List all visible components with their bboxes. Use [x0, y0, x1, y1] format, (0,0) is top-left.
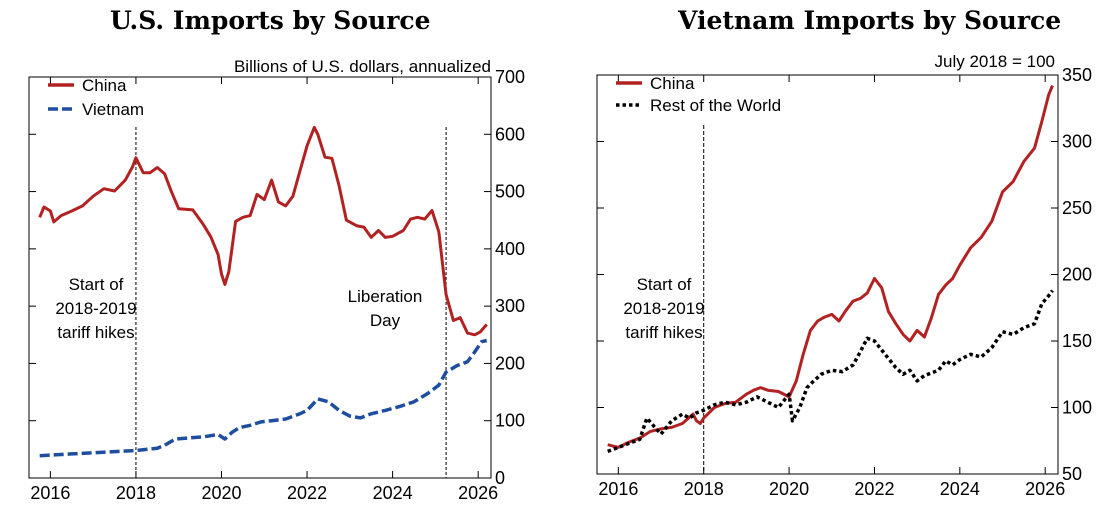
right-tariff-annotation-line: tariff hikes — [625, 323, 702, 342]
left-x-tick-label: 2018 — [116, 483, 156, 503]
right-x-tick-label: 2026 — [1025, 479, 1065, 499]
right-y-tick-label: 300 — [1062, 132, 1092, 152]
right-y-tick-label: 250 — [1062, 198, 1092, 218]
right-y-tick-label: 200 — [1062, 265, 1092, 285]
right-x-tick-label: 2022 — [854, 479, 894, 499]
right-series-china-line — [607, 85, 1054, 449]
left-x-tick-label: 2026 — [458, 483, 498, 503]
left-y-tick-label: 700 — [495, 67, 525, 87]
right-tariff-annotation-line: 2018-2019 — [623, 299, 704, 318]
right-tariff-annotation-line: Start of — [637, 275, 692, 294]
left-legend-label: Vietnam — [82, 100, 144, 119]
left-plot-frame — [28, 76, 492, 479]
right-unit-label: July 2018 = 100 — [934, 52, 1055, 71]
left-series-china-line — [38, 125, 488, 337]
right-legend-label: Rest of the World — [650, 96, 781, 115]
left-x-tick-label: 2020 — [201, 483, 241, 503]
left-legend-label: China — [82, 76, 127, 95]
left-tariff-annotation-line: Start of — [69, 275, 124, 294]
right-x-tick-label: 2020 — [769, 479, 809, 499]
right-x-tick-label: 2018 — [684, 479, 724, 499]
left-y-tick-label: 600 — [495, 124, 525, 144]
right-chart-title: Vietnam Imports by Source — [678, 6, 1062, 35]
left-liberation-annotation-line: Day — [370, 311, 401, 330]
right-x-tick-label: 2016 — [598, 479, 638, 499]
right-y-tick-label: 100 — [1062, 398, 1092, 418]
left-y-tick-label: 400 — [495, 239, 525, 259]
left-y-tick-label: 300 — [495, 296, 525, 316]
left-series-vietnam-line — [39, 338, 488, 458]
left-x-tick-label: 2024 — [373, 483, 413, 503]
right-x-tick-label: 2024 — [940, 479, 980, 499]
right-legend-label: China — [650, 74, 695, 93]
left-tariff-annotation-line: 2018-2019 — [55, 299, 136, 318]
left-liberation-annotation-line: Liberation — [348, 287, 423, 306]
right-y-tick-label: 50 — [1062, 464, 1082, 484]
left-y-tick-label: 0 — [495, 468, 505, 488]
left-x-tick-label: 2016 — [30, 483, 70, 503]
left-y-tick-label: 500 — [495, 182, 525, 202]
left-y-tick-label: 100 — [495, 411, 525, 431]
right-y-tick-label: 350 — [1062, 65, 1092, 85]
left-x-tick-label: 2022 — [287, 483, 327, 503]
left-chart-title: U.S. Imports by Source — [110, 6, 431, 35]
left-tariff-annotation-line: tariff hikes — [57, 323, 134, 342]
right-series-rest-of-the-world-line — [607, 289, 1054, 454]
left-unit-label: Billions of U.S. dollars, annualized — [234, 57, 491, 76]
left-y-tick-label: 200 — [495, 353, 525, 373]
right-y-tick-label: 150 — [1062, 331, 1092, 351]
